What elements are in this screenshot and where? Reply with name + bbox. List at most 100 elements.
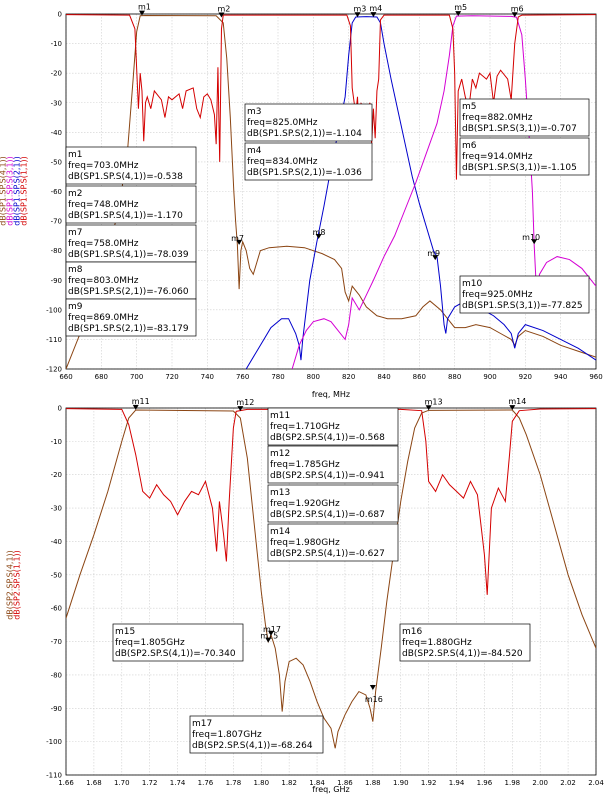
readout-box [459, 137, 590, 176]
marker-m9 [432, 255, 439, 261]
y-tick-label: 0 [58, 11, 62, 19]
marker-m8 [315, 234, 322, 240]
y-axis-legend-label: dB(SP2.SP.S(4,1)) [6, 550, 15, 620]
series-line-s41 [66, 409, 596, 749]
x-tick-label: 1.94 [449, 779, 465, 787]
readout-line: freq=925.0MHz [462, 290, 533, 300]
readout-line: dB(SP1.SP.S(2,1))=-1.104 [247, 129, 362, 139]
readout-line: dB(SP1.SP.S(3,1))=-0.707 [462, 124, 577, 134]
marker-label-m12: m12 [236, 398, 254, 407]
y-tick-label: -40 [51, 129, 62, 137]
marker-label-m10: m10 [522, 233, 540, 242]
readout-box [65, 298, 197, 337]
readout-line: m5 [462, 102, 477, 112]
marker-m3 [354, 12, 361, 18]
readout-line: m17 [192, 719, 212, 729]
y-tick-label: -60 [51, 605, 62, 613]
readout-line: dB(SP1.SP.S(2,1))=-1.036 [247, 168, 362, 178]
y-tick-label: 0 [58, 405, 62, 413]
x-tick-label: 1.92 [421, 779, 437, 787]
marker-label-m8: m8 [313, 228, 326, 237]
readout-box [112, 623, 244, 662]
readout-box [459, 98, 590, 137]
y-tick-label: -10 [51, 40, 62, 48]
marker-label-m9: m9 [427, 249, 440, 258]
readout-box [459, 275, 590, 314]
readout-box [244, 142, 373, 181]
readout-line: freq=825.0MHz [247, 118, 318, 128]
readout-line: m8 [68, 265, 83, 275]
readout-line: dB(SP1.SP.S(4,1))=-78.039 [68, 250, 189, 260]
marker-m10 [531, 239, 538, 245]
y-tick-label: -50 [51, 158, 62, 166]
marker-m14 [509, 405, 516, 411]
marker-label-m6: m6 [511, 4, 524, 13]
y-tick-label: -120 [46, 366, 62, 374]
marker-m13 [425, 405, 432, 411]
y-axis-legend-label: dB(SP1.SP.S(4,1)) [0, 156, 8, 226]
readout-line: dB(SP2.SP.S(4,1))=-0.687 [270, 510, 385, 520]
y-tick-label: -100 [46, 738, 62, 746]
x-tick-label: 820 [342, 373, 355, 381]
x-tick-label: 940 [554, 373, 567, 381]
readout-line: freq=803.0MHz [68, 276, 139, 286]
y-tick-label: -110 [46, 772, 62, 780]
readout-m17: m17freq=1.807GHzdB(SP2.SP.S(4,1))=-68.26… [189, 715, 324, 754]
readout-line: dB(SP1.SP.S(4,1))=-0.538 [68, 172, 183, 182]
x-tick-label: 1.98 [505, 779, 521, 787]
x-tick-label: 2.00 [532, 779, 548, 787]
y-axis-legend-label: dB(SP1.SP.S(2,1)) [13, 156, 22, 226]
readout-line: m7 [68, 228, 83, 238]
series-line-s11 [66, 14, 596, 180]
y-axis-legend-label: dB(SP1.SP.S(1,1)) [20, 156, 29, 226]
x-tick-label: 800 [307, 373, 320, 381]
readout-line: freq=758.0MHz [68, 239, 139, 249]
marker-label-m11: m11 [132, 397, 150, 406]
x-tick-label: 1.72 [142, 779, 158, 787]
readout-line: m11 [270, 411, 290, 421]
x-tick-label: 1.88 [365, 779, 381, 787]
y-tick-label: -30 [51, 99, 62, 107]
x-axis-title: freq, MHz [312, 390, 350, 399]
x-tick-label: 1.84 [309, 779, 325, 787]
readout-line: m16 [402, 627, 422, 637]
marker-label-m1: m1 [138, 3, 151, 12]
x-tick-label: 1.96 [477, 779, 493, 787]
y-tick-label: -80 [51, 671, 62, 679]
marker-label-m16: m16 [365, 695, 383, 704]
marker-label-m7: m7 [231, 234, 244, 243]
y-tick-label: -90 [51, 705, 62, 713]
readout-line: freq=882.0MHz [462, 113, 533, 123]
readout-box [65, 261, 197, 300]
marker-m6 [511, 12, 518, 18]
readout-line: freq=834.0MHz [247, 157, 318, 167]
x-tick-label: 1.82 [281, 779, 297, 787]
x-tick-label: 880 [448, 373, 461, 381]
y-tick-label: -40 [51, 538, 62, 546]
marker-m7 [236, 239, 243, 245]
y-tick-label: -60 [51, 188, 62, 196]
x-tick-label: 1.74 [170, 779, 186, 787]
readout-box [65, 146, 197, 185]
readout-line: dB(SP1.SP.S(2,1))=-83.179 [68, 324, 189, 334]
y-tick-label: -70 [51, 218, 62, 226]
x-tick-label: 900 [483, 373, 496, 381]
series-line-s21 [245, 16, 596, 369]
readout-box [244, 103, 373, 142]
y-tick-label: -70 [51, 638, 62, 646]
readout-m10: m10freq=925.0MHzdB(SP1.SP.S(3,1))=-77.82… [459, 275, 590, 314]
readout-line: dB(SP2.SP.S(4,1))=-0.941 [270, 471, 385, 481]
readout-line: m1 [68, 150, 83, 160]
readout-line: freq=748.0MHz [68, 200, 139, 210]
x-tick-label: 840 [377, 373, 390, 381]
readout-line: freq=1.980GHz [270, 538, 340, 548]
readout-line: m4 [247, 146, 262, 156]
x-tick-label: 720 [165, 373, 178, 381]
x-tick-label: 1.80 [253, 779, 269, 787]
